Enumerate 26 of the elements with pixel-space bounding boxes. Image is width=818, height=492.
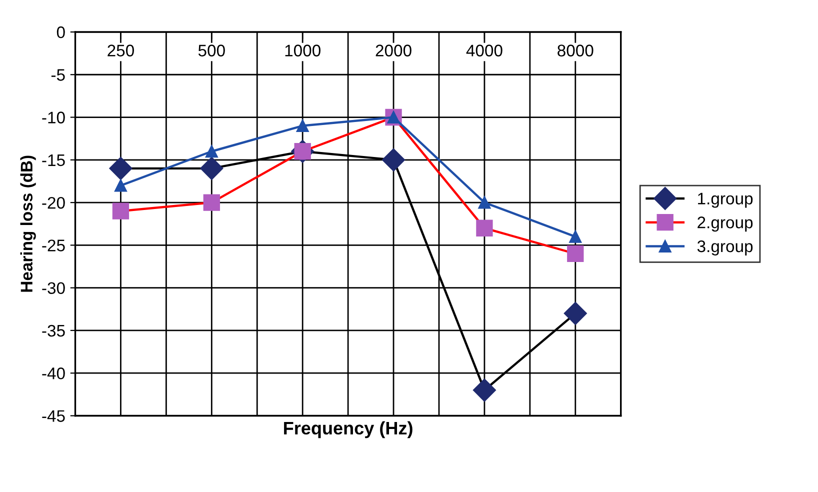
point [296,120,309,132]
legend-label: 2.group [698,216,753,232]
legend-label: 1.group [698,192,753,208]
y-tick-label: -30 [42,282,65,294]
x-tick-label: 500 [198,44,225,56]
y-tick-label: -5 [51,69,65,81]
y-tick-label: -10 [42,112,65,124]
x-tick-label: 1000 [285,44,320,56]
y-tick-label: -45 [42,410,65,422]
x-tick-label: 2000 [376,44,412,56]
point [114,179,127,192]
y-tick-label: -35 [42,324,65,337]
x-axis-title: Frequency (Hz) [284,421,412,438]
y-tick-label: -40 [42,368,65,380]
x-tick-label: 8000 [558,44,594,56]
y-tick-label: 0 [56,26,65,38]
legend-label: 3.group [697,240,753,256]
y-tick-label: -20 [42,196,65,209]
point [569,230,582,243]
point [205,145,218,158]
x-tick-label: 4000 [466,44,502,56]
y-tick-label: -25 [42,240,65,252]
y-tick-label: -15 [42,154,65,166]
point [478,196,491,209]
x-tick-label: 250 [108,44,134,56]
y-axis-title: Hearing loss (dB) [20,156,36,292]
